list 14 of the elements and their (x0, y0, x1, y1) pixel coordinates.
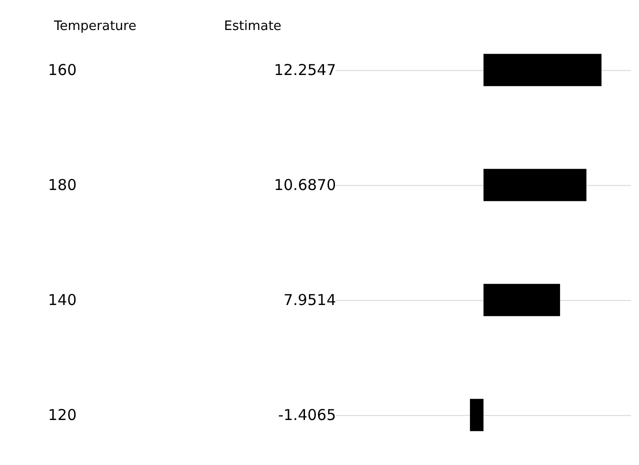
data-label: 10.6870 (274, 176, 336, 194)
y-axis-title: Temperature (53, 19, 136, 34)
data-label: -1.4065 (278, 406, 336, 424)
data-label: 12.2547 (274, 61, 336, 79)
y-tick-label: 120 (48, 406, 77, 424)
y-tick-label: 160 (48, 61, 77, 79)
bar (484, 284, 560, 316)
bar (484, 168, 586, 202)
y-tick-label: 180 (48, 176, 77, 194)
bar (484, 54, 602, 86)
data-label: 7.9514 (284, 291, 336, 309)
x-axis-title: Estimate (224, 19, 282, 34)
y-tick-label: 140 (48, 291, 77, 309)
bar (470, 398, 484, 432)
